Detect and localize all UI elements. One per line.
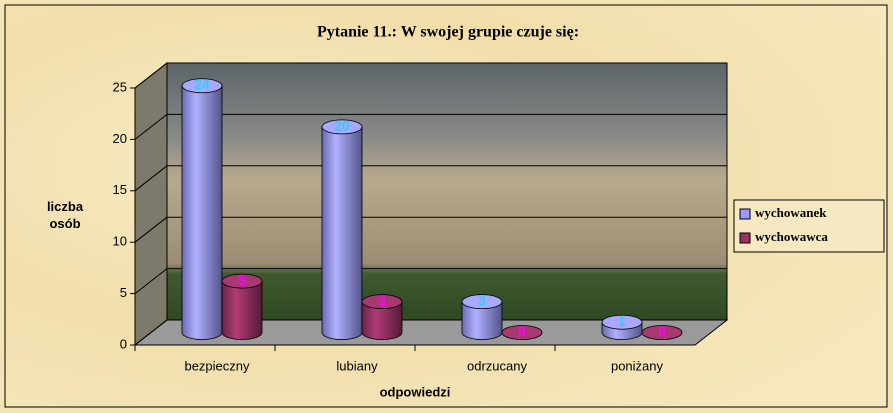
cylinder-top (501, 325, 543, 340)
y-tick-label: 0 (120, 336, 127, 351)
grid-line (134, 268, 168, 294)
cylinder-top (361, 294, 403, 310)
data-label: 1 (618, 313, 626, 329)
legend (733, 199, 885, 253)
cylinder (221, 280, 263, 340)
cylinder (321, 126, 363, 340)
y-tick-label: 5 (120, 285, 127, 300)
grid-line (134, 62, 168, 89)
data-label: 3 (378, 292, 386, 308)
data-label: 3 (478, 292, 486, 308)
legend-label: wychowanek (755, 205, 827, 220)
y-axis-label: liczba osób (46, 199, 84, 231)
grid-line (134, 114, 168, 140)
chart-title: Pytanie 11.: W swojej grupie czuje się: (317, 24, 579, 41)
y-tick-label: 25 (113, 79, 127, 94)
x-tick-label: lubiany (336, 358, 378, 373)
cylinder-top (461, 294, 503, 310)
cylinder (361, 301, 403, 340)
x-tick-label: odrzucany (467, 358, 527, 373)
x-axis-label: odpowiedzi (380, 384, 451, 399)
data-label: 20 (334, 118, 350, 134)
cylinder (181, 85, 223, 340)
grid-line (134, 216, 168, 243)
side-wall (134, 61, 168, 347)
data-label: 24 (194, 76, 210, 92)
legend-swatch (739, 232, 751, 244)
cylinder-top (321, 119, 363, 135)
grid-line (134, 319, 168, 346)
data-label: 0 (518, 323, 526, 339)
cylinder-top (181, 78, 223, 94)
x-tick-label: bezpieczny (184, 358, 250, 373)
y-tick-label: 10 (113, 234, 127, 249)
cylinder-top (641, 325, 683, 340)
cylinder-top (221, 273, 263, 289)
cylinder-top (601, 314, 643, 330)
grid-line (134, 165, 168, 192)
legend-swatch (739, 208, 751, 220)
data-label: 5 (238, 272, 246, 288)
data-label: 0 (658, 323, 666, 339)
y-tick-label: 20 (113, 131, 127, 146)
y-tick-label: 15 (113, 182, 127, 197)
x-tick-label: poniżany (611, 358, 664, 373)
legend-label: wychowawca (755, 229, 828, 244)
